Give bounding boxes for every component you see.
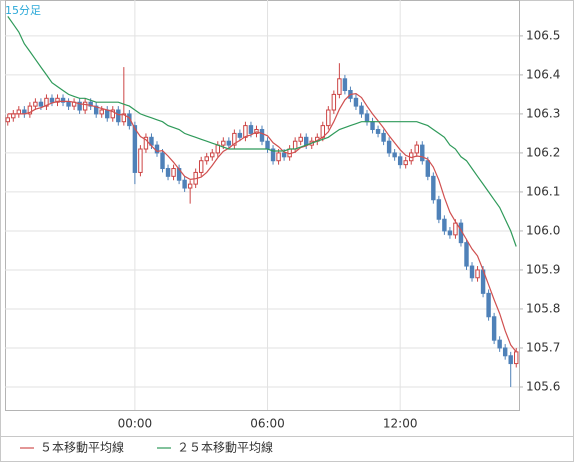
candle-body: [226, 140, 232, 146]
candle-body: [243, 125, 248, 138]
x-tick-label: 00:00: [118, 417, 153, 431]
candle-body: [270, 148, 276, 162]
candle-body: [381, 132, 386, 142]
y-tick-label: 106.1: [526, 184, 560, 198]
candle-body: [281, 152, 287, 158]
candle-body: [469, 265, 475, 279]
candle-body: [49, 97, 55, 103]
candle-body: [237, 132, 243, 138]
candle-body: [359, 105, 364, 115]
candle-body: [105, 109, 110, 119]
candle-body: [171, 168, 176, 177]
y-tick-label: 106.4: [526, 67, 560, 81]
candle-body: [33, 101, 38, 107]
candle-body: [420, 144, 425, 162]
chart-title: 15分足: [5, 4, 41, 17]
candle-body: [259, 129, 265, 142]
candle-body: [160, 152, 165, 170]
candle-body: [353, 97, 359, 107]
candle-body: [475, 269, 480, 279]
candle-body: [215, 144, 220, 154]
candle-body: [447, 230, 453, 236]
candle-body: [304, 136, 309, 146]
candle-body: [60, 97, 66, 103]
legend-label: ２５本移動平均線: [177, 440, 273, 455]
candle-body: [514, 351, 519, 365]
candle-body: [276, 152, 281, 162]
candle-body: [265, 140, 270, 150]
candle-body: [77, 101, 82, 111]
candle-body: [127, 113, 132, 127]
candle-body: [364, 113, 370, 123]
legend-label: ５本移動平均線: [40, 440, 124, 455]
candle-body: [187, 183, 193, 189]
candle-body: [375, 129, 381, 134]
x-tick-label: 06:00: [250, 417, 285, 431]
y-tick-label: 105.6: [526, 379, 560, 393]
candle-body: [331, 93, 337, 111]
x-tick-label: 12:00: [383, 417, 418, 431]
candle-body: [116, 109, 121, 123]
candle-body: [337, 78, 342, 95]
candle-body: [182, 179, 187, 189]
candle-body: [99, 109, 104, 115]
candle-body: [414, 144, 419, 154]
candle-body: [38, 101, 44, 107]
candle-body: [121, 113, 127, 123]
y-tick-label: 106.2: [526, 145, 560, 159]
candle-body: [110, 109, 115, 119]
candle-body: [44, 97, 49, 107]
candle-body: [326, 109, 331, 127]
candle-body: [292, 140, 298, 150]
candle-body: [425, 160, 431, 177]
candle-body: [198, 160, 204, 173]
candle-body: [370, 121, 375, 131]
candle-body: [66, 101, 71, 107]
candle-body: [88, 101, 93, 107]
candle-body: [508, 355, 513, 365]
candle-body: [497, 339, 502, 349]
candle-body: [248, 125, 254, 134]
candle-body: [132, 125, 138, 173]
candle-body: [165, 168, 171, 177]
candle-body: [431, 175, 436, 201]
y-tick-label: 105.8: [526, 301, 560, 315]
candle-body: [491, 316, 497, 341]
candle-body: [27, 105, 33, 115]
candle-body: [82, 101, 88, 111]
candle-body: [486, 292, 491, 318]
candle-body: [436, 199, 442, 220]
candle-body: [342, 78, 348, 92]
plot-frame: [5, 0, 520, 411]
candle-body: [298, 136, 303, 142]
candle-body: [210, 152, 215, 158]
y-tick-label: 105.9: [526, 262, 560, 276]
candle-body: [392, 152, 397, 158]
candle-body: [221, 140, 226, 146]
ma-line: [7, 16, 517, 247]
candle-body: [386, 140, 392, 154]
candle-body: [143, 136, 149, 150]
y-tick-label: 106.5: [526, 28, 560, 42]
y-tick-label: 106.0: [526, 223, 560, 237]
candle-body: [397, 156, 403, 166]
ma-line: [7, 92, 517, 353]
candle-body: [5, 117, 10, 123]
candle-body: [93, 105, 99, 115]
candle-body: [453, 222, 458, 236]
candle-body: [232, 132, 237, 146]
candle-body: [55, 97, 60, 103]
candle-body: [442, 218, 447, 232]
y-tick-label: 105.7: [526, 340, 560, 354]
candle-body: [204, 156, 209, 162]
candle-body: [464, 242, 469, 267]
candle-body: [403, 160, 408, 166]
candle-body: [502, 347, 508, 357]
y-tick-label: 106.3: [526, 106, 560, 120]
candle-body: [138, 148, 143, 173]
